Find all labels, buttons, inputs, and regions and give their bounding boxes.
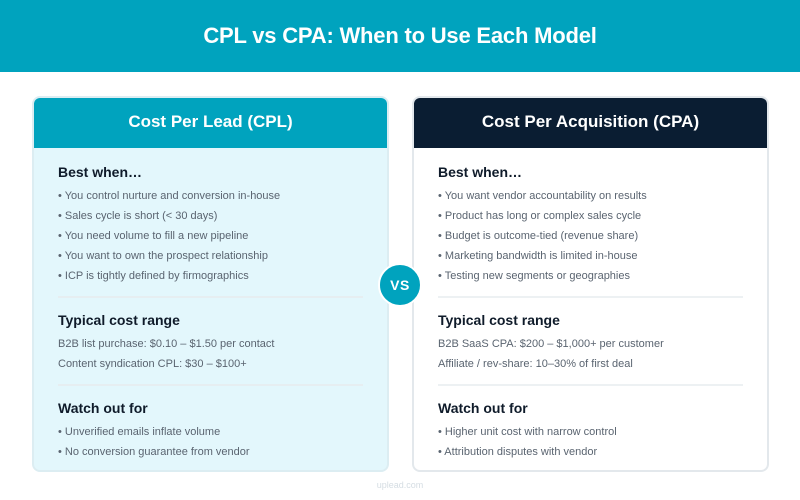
vs-badge: VS (378, 263, 422, 307)
list-item: • Budget is outcome-tied (revenue share) (438, 230, 639, 242)
list-item: • No conversion guarantee from vendor (58, 446, 250, 458)
title-banner: CPL vs CPA: When to Use Each Model (0, 0, 800, 72)
cost-range-heading: Typical cost range (438, 312, 560, 328)
list-item: • ICP is tightly defined by firmographic… (58, 270, 249, 282)
list-item: • Attribution disputes with vendor (438, 446, 598, 458)
section-divider (58, 384, 363, 386)
watch-out-heading: Watch out for (58, 400, 148, 416)
cpl-card-header: Cost Per Lead (CPL) (34, 98, 387, 148)
list-item: • Product has long or complex sales cycl… (438, 210, 642, 222)
page-title: CPL vs CPA: When to Use Each Model (203, 23, 597, 48)
list-item: • Sales cycle is short (< 30 days) (58, 210, 218, 222)
list-item: • Testing new segments or geographies (438, 270, 630, 282)
best-when-heading: Best when… (58, 164, 143, 180)
cpa-card-body: Best when… • You want vendor accountabil… (414, 148, 767, 462)
list-item: B2B SaaS CPA: $200 – $1,000+ per custome… (438, 338, 664, 350)
cost-range-heading: Typical cost range (58, 312, 180, 328)
watch-out-heading: Watch out for (438, 400, 528, 416)
cpl-card: Cost Per Lead (CPL) Best when… • You con… (32, 96, 389, 472)
footer-watermark: uplead.com (376, 480, 424, 490)
cpa-card-header: Cost Per Acquisition (CPA) (414, 98, 767, 148)
section-divider (438, 296, 743, 298)
list-item: Content syndication CPL: $30 – $100+ (58, 358, 247, 370)
list-item: • Higher unit cost with narrow control (438, 426, 617, 438)
list-item: • You want to own the prospect relations… (58, 250, 268, 262)
list-item: Affiliate / rev-share: 10–30% of first d… (438, 358, 633, 370)
cpa-card: Cost Per Acquisition (CPA) Best when… • … (412, 96, 769, 472)
section-divider (58, 296, 363, 298)
section-divider (438, 384, 743, 386)
cpl-card-body: Best when… • You control nurture and con… (34, 148, 387, 462)
list-item: • You want vendor accountability on resu… (438, 190, 647, 202)
list-item: B2B list purchase: $0.10 – $1.50 per con… (58, 338, 275, 350)
list-item: • You need volume to fill a new pipeline (58, 230, 249, 242)
best-when-heading: Best when… (438, 164, 523, 180)
list-item: • Marketing bandwidth is limited in-hous… (438, 250, 638, 262)
list-item: • Unverified emails inflate volume (58, 426, 221, 438)
list-item: • You control nurture and conversion in-… (58, 190, 281, 202)
